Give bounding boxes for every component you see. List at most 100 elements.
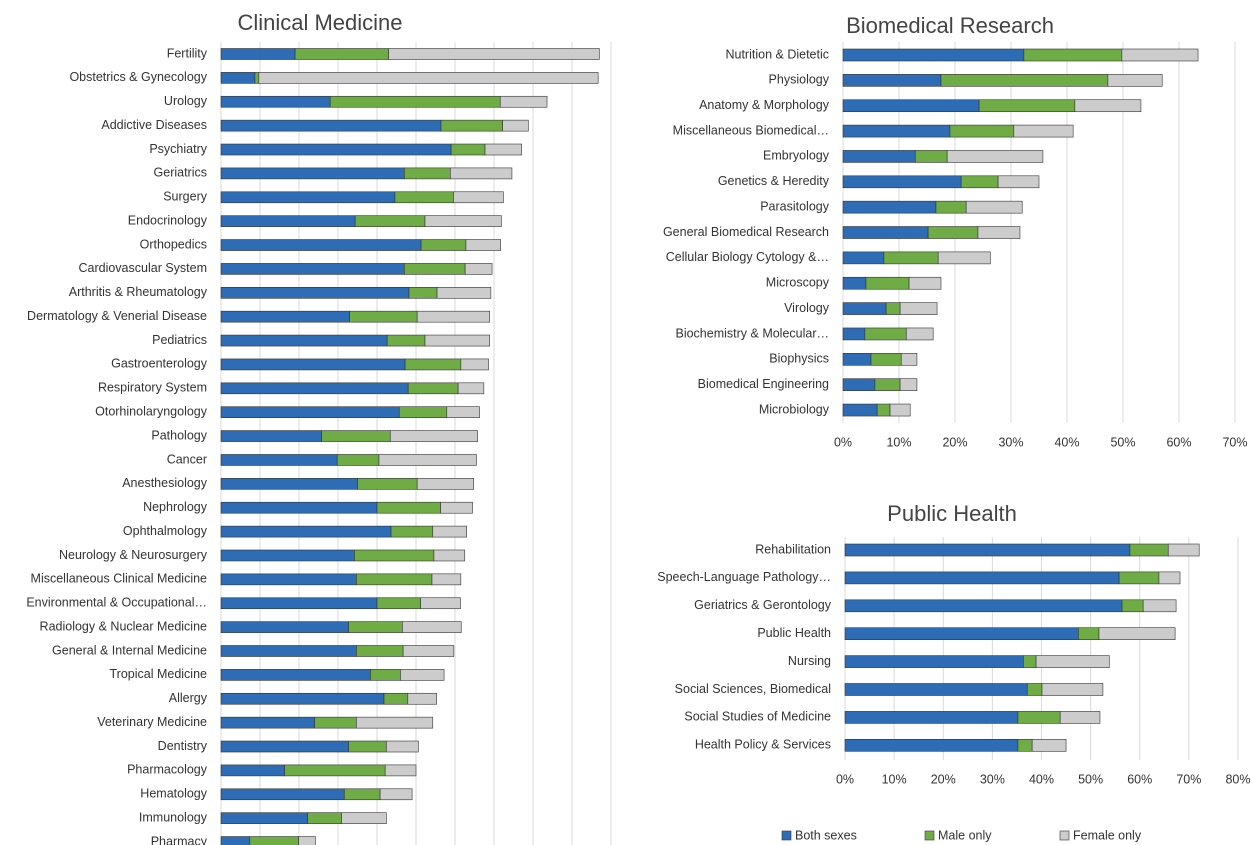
bar-segment bbox=[220, 716, 315, 729]
bar-segment bbox=[499, 95, 548, 108]
x-tick-label: 70% bbox=[1222, 435, 1247, 449]
bar-segment bbox=[220, 406, 400, 419]
bar-segment bbox=[433, 549, 466, 562]
x-tick-label: 20% bbox=[942, 435, 967, 449]
bar-segment bbox=[842, 251, 885, 265]
bar-segment bbox=[220, 812, 308, 824]
bar-segment bbox=[842, 200, 937, 214]
bar-segment bbox=[844, 655, 1024, 668]
bar-segment bbox=[390, 525, 434, 538]
y-tick-label: Respiratory System bbox=[98, 381, 207, 395]
bar-segment bbox=[457, 382, 485, 395]
x-tick-label: 50% bbox=[1110, 435, 1135, 449]
bar-segment bbox=[1023, 48, 1123, 62]
bar-segment bbox=[220, 478, 358, 490]
bar-segment bbox=[220, 430, 322, 442]
bar-segment bbox=[842, 150, 916, 163]
bar-segment bbox=[220, 645, 357, 657]
bar-segment bbox=[844, 599, 1123, 613]
bar-segment bbox=[484, 143, 522, 156]
y-tick-label: Cancer bbox=[167, 452, 207, 466]
x-tick-label: 10% bbox=[882, 772, 907, 786]
bar-segment bbox=[450, 167, 513, 180]
bar-segment bbox=[844, 571, 1120, 585]
x-tick-label: 40% bbox=[1054, 435, 1079, 449]
bar-segment bbox=[1059, 711, 1101, 724]
bar-segment bbox=[946, 150, 1044, 163]
bar-segment bbox=[1031, 738, 1067, 752]
bar-segment bbox=[254, 72, 260, 84]
y-tick-label: Miscellaneous Clinical Medicine bbox=[31, 572, 208, 586]
y-tick-label: Endocrinology bbox=[128, 213, 208, 227]
bar-segment bbox=[1121, 48, 1199, 62]
bar-segment bbox=[865, 276, 910, 290]
bar-segment bbox=[386, 334, 426, 347]
x-tick-label: 10% bbox=[886, 435, 911, 449]
bar-segment bbox=[356, 573, 433, 586]
bar-segment bbox=[424, 215, 502, 227]
y-tick-label: Miscellaneous Biomedical… bbox=[673, 123, 829, 137]
y-tick-label: Pediatrics bbox=[152, 333, 207, 347]
bar-segment bbox=[341, 812, 387, 824]
bar-segment bbox=[220, 669, 371, 681]
bar-segment bbox=[220, 549, 355, 562]
bar-segment bbox=[383, 692, 409, 705]
bar-segment bbox=[1158, 571, 1181, 585]
bar-segment bbox=[376, 597, 421, 610]
y-tick-label: Surgery bbox=[163, 190, 208, 204]
bar-segment bbox=[307, 812, 342, 824]
bar-segment bbox=[1017, 738, 1033, 752]
y-tick-label: Biophysics bbox=[769, 352, 829, 366]
bar-segment bbox=[357, 478, 418, 490]
bar-segment bbox=[356, 716, 434, 729]
bar-segment bbox=[899, 302, 938, 315]
bar-segment bbox=[842, 353, 872, 366]
x-tick-label: 30% bbox=[998, 435, 1023, 449]
bar-segment bbox=[960, 175, 999, 189]
bar-segment bbox=[220, 119, 442, 132]
y-tick-label: Otorhinolaryngology bbox=[95, 404, 208, 418]
y-tick-label: Nephrology bbox=[143, 500, 208, 514]
bar-segment bbox=[864, 327, 907, 341]
y-tick-label: Physiology bbox=[769, 73, 830, 87]
y-tick-label: Geriatrics & Gerontology bbox=[694, 598, 832, 612]
chart-title: Clinical Medicine bbox=[237, 10, 402, 35]
y-tick-label: Ophthalmology bbox=[123, 524, 208, 538]
y-tick-label: Neurology & Neurosurgery bbox=[59, 548, 208, 562]
y-tick-label: Social Studies of Medicine bbox=[684, 710, 831, 724]
bar-segment bbox=[298, 836, 316, 845]
y-tick-label: Dermatology & Venerial Disease bbox=[27, 309, 207, 323]
x-tick-label: 0% bbox=[836, 772, 854, 786]
bar-segment bbox=[1107, 74, 1163, 87]
bar-segment bbox=[416, 310, 491, 323]
bar-segment bbox=[842, 378, 876, 391]
x-tick-label: 30% bbox=[980, 772, 1005, 786]
bar-segment bbox=[220, 239, 422, 251]
bar-segment bbox=[1023, 655, 1037, 668]
bar-segment bbox=[937, 251, 991, 265]
bar-segment bbox=[440, 501, 473, 514]
bar-segment bbox=[220, 501, 378, 514]
legend-label: Male only bbox=[938, 828, 992, 842]
y-tick-label: Parasitology bbox=[760, 199, 830, 213]
y-tick-label: Biochemistry & Molecular… bbox=[675, 326, 829, 340]
y-tick-label: Fertility bbox=[167, 46, 208, 60]
bar-segment bbox=[402, 645, 455, 657]
bar-segment bbox=[436, 286, 492, 299]
bar-segment bbox=[842, 276, 867, 290]
bar-segment bbox=[844, 738, 1019, 752]
bar-segment bbox=[404, 358, 462, 371]
bar-segment bbox=[908, 276, 942, 290]
bar-segment bbox=[348, 621, 403, 633]
y-tick-label: Nutrition & Dietetic bbox=[725, 47, 829, 61]
bar-segment bbox=[464, 263, 493, 275]
bar-segment bbox=[842, 302, 887, 315]
x-tick-label: 20% bbox=[931, 772, 956, 786]
bar-segment bbox=[844, 683, 1028, 696]
bar-segment bbox=[336, 454, 380, 466]
y-tick-label: Veterinary Medicine bbox=[97, 715, 207, 729]
bar-segment bbox=[876, 403, 891, 417]
bar-segment bbox=[977, 226, 1021, 239]
y-tick-label: Pathology bbox=[151, 428, 207, 442]
y-tick-label: Rehabilitation bbox=[755, 542, 831, 556]
